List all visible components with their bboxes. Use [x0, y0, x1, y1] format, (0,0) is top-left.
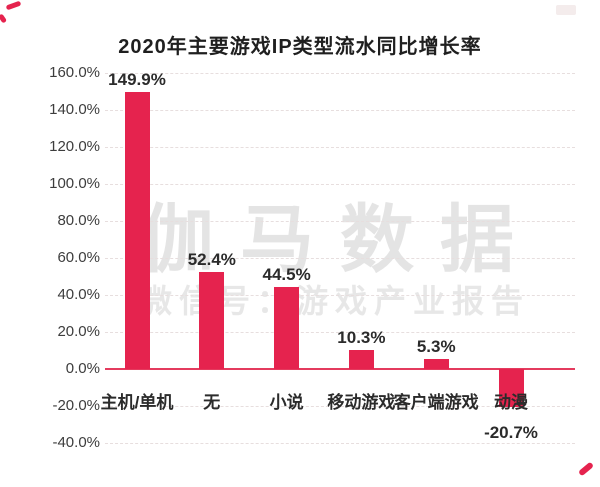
- gridline: [105, 147, 575, 148]
- x-axis-category-label: 移动游戏: [327, 393, 396, 412]
- x-axis-category-label: 小说: [269, 393, 304, 412]
- y-axis-tick-label: 0.0%: [65, 360, 100, 377]
- faint-watermark-smudge: [556, 5, 576, 15]
- bar-value-label: 10.3%: [337, 327, 386, 347]
- bar-value-label: 149.9%: [108, 69, 166, 89]
- corner-mark-icon: [577, 461, 595, 477]
- x-axis-category-label: 无: [203, 393, 221, 412]
- bar-无: [199, 272, 225, 369]
- x-axis-category-label: 动漫: [494, 393, 528, 412]
- gridline: [105, 221, 575, 222]
- y-axis-tick-label: 40.0%: [57, 286, 100, 303]
- y-axis-tick-label: 60.0%: [57, 249, 100, 266]
- watermark-text: 伽马数据: [140, 198, 540, 281]
- gridline: [105, 332, 575, 333]
- y-axis-tick-label: -20.0%: [52, 397, 100, 414]
- y-axis-tick-label: 80.0%: [57, 212, 100, 229]
- x-axis-category-label: 主机/单机: [100, 393, 174, 412]
- bar-value-label: 52.4%: [187, 250, 236, 270]
- corner-mark-icon: [0, 13, 8, 24]
- y-axis-tick-label: 20.0%: [57, 323, 100, 340]
- corner-mark-icon: [5, 0, 22, 11]
- x-axis-category-label: 客户端游戏: [393, 393, 479, 412]
- bar-value-label: 44.5%: [262, 264, 311, 284]
- bar-移动游戏: [348, 349, 374, 369]
- gridline: [105, 184, 575, 185]
- gridline: [105, 406, 575, 407]
- y-axis-tick-label: 160.0%: [49, 64, 100, 81]
- y-axis-tick-label: -40.0%: [52, 434, 100, 451]
- gridline: [105, 110, 575, 111]
- zero-axis-line: [105, 368, 575, 370]
- gridline: [105, 295, 575, 296]
- chart-title: 2020年主要游戏IP类型流水同比增长率: [118, 36, 482, 58]
- bar-小说: [274, 286, 300, 369]
- bar-主机/单机: [124, 91, 150, 369]
- bar-value-label: -20.7%: [484, 423, 538, 443]
- bar-value-label: 5.3%: [416, 337, 456, 357]
- gridline: [105, 73, 575, 74]
- y-axis-tick-label: 100.0%: [49, 175, 100, 192]
- bar-客户端游戏: [423, 359, 449, 369]
- y-axis-tick-label: 140.0%: [49, 101, 100, 118]
- y-axis-tick-label: 120.0%: [49, 138, 100, 155]
- gridline: [105, 443, 575, 444]
- bar-动漫: [498, 369, 524, 408]
- gridline: [105, 258, 575, 259]
